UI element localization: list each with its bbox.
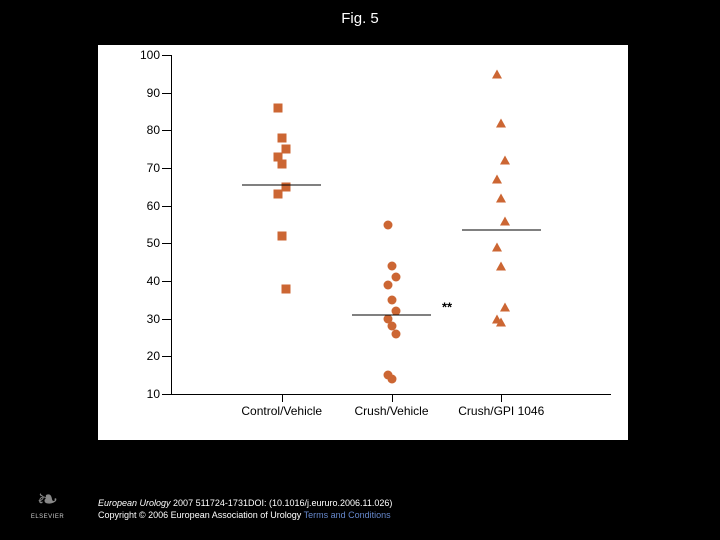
data-point (496, 318, 506, 327)
y-tick (162, 55, 172, 56)
data-point (496, 194, 506, 203)
data-point (500, 216, 510, 225)
data-point (273, 190, 282, 199)
data-point (387, 295, 396, 304)
chart-area: Intracavernosal Pressure (mm Hg) 1020304… (98, 45, 628, 440)
data-point (277, 160, 286, 169)
data-point (277, 133, 286, 142)
data-point (492, 243, 502, 252)
data-point (277, 231, 286, 240)
data-point (273, 103, 282, 112)
y-tick-label: 60 (147, 199, 160, 213)
citation-line-1: European Urology 2007 511724-1731DOI: (1… (98, 497, 392, 510)
data-point (496, 118, 506, 127)
tree-icon: ❧ (37, 486, 59, 512)
x-tick-label: Crush/Vehicle (354, 404, 428, 418)
y-tick-label: 30 (147, 312, 160, 326)
median-line (352, 314, 431, 315)
y-tick-label: 80 (147, 123, 160, 137)
figure-title: Fig. 5 (0, 10, 720, 27)
citation-details: 2007 511724-1731DOI: (10.1016/j.eururo.2… (171, 498, 393, 508)
y-tick (162, 356, 172, 357)
y-tick-label: 20 (147, 349, 160, 363)
x-tick-label: Crush/GPI 1046 (458, 404, 544, 418)
copyright-text: Copyright © 2006 European Association of… (98, 510, 304, 520)
y-tick-label: 10 (147, 387, 160, 401)
data-point (391, 273, 400, 282)
y-tick (162, 319, 172, 320)
significance-marker: ** (442, 300, 452, 315)
plot-region: 102030405060708090100Control/VehicleCrus… (171, 55, 611, 395)
y-tick-label: 70 (147, 161, 160, 175)
data-point (383, 220, 392, 229)
y-tick (162, 206, 172, 207)
y-tick (162, 130, 172, 131)
terms-link[interactable]: Terms and Conditions (304, 510, 391, 520)
x-tick-label: Control/Vehicle (241, 404, 322, 418)
x-tick (501, 394, 502, 402)
y-tick (162, 168, 172, 169)
y-tick (162, 394, 172, 395)
elsevier-logo: ❧ ELSEVIER (20, 475, 75, 530)
data-point (500, 303, 510, 312)
data-point (387, 261, 396, 270)
data-point (281, 145, 290, 154)
data-point (387, 374, 396, 383)
x-tick (282, 394, 283, 402)
citation-line-2: Copyright © 2006 European Association of… (98, 509, 392, 522)
y-tick (162, 281, 172, 282)
y-tick-label: 40 (147, 274, 160, 288)
data-point (391, 329, 400, 338)
x-tick (392, 394, 393, 402)
y-tick (162, 93, 172, 94)
citation-footer: European Urology 2007 511724-1731DOI: (1… (98, 497, 392, 522)
data-point (383, 280, 392, 289)
data-point (492, 175, 502, 184)
y-axis-label: Intracavernosal Pressure (mm Hg) (82, 136, 98, 350)
data-point (500, 156, 510, 165)
y-tick (162, 243, 172, 244)
median-line (242, 184, 321, 185)
data-point (492, 69, 502, 78)
elsevier-brand-text: ELSEVIER (31, 514, 64, 520)
journal-name: European Urology (98, 498, 171, 508)
median-line (462, 230, 541, 231)
data-point (281, 284, 290, 293)
data-point (496, 261, 506, 270)
y-tick-label: 90 (147, 86, 160, 100)
y-tick-label: 50 (147, 236, 160, 250)
y-tick-label: 100 (140, 48, 160, 62)
